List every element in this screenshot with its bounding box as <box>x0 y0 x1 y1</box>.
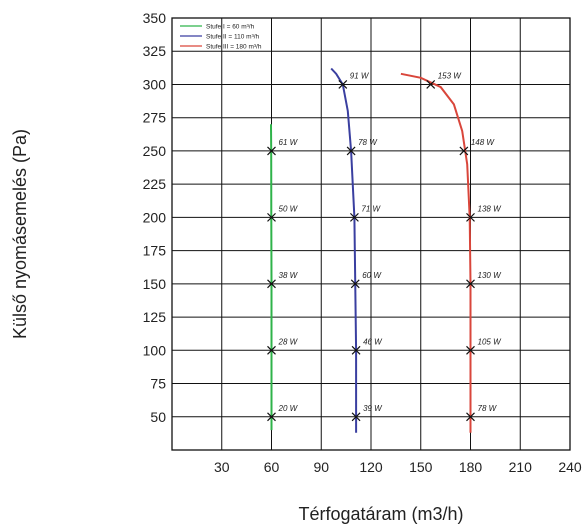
power-label: 71 W <box>361 204 381 213</box>
data-point-marker <box>466 212 475 222</box>
data-point-marker <box>351 345 361 355</box>
series-line-3 <box>400 72 472 433</box>
y-axis-title: Külső nyomásemelés (Pa) <box>10 129 30 339</box>
data-point-marker <box>267 412 276 422</box>
data-point-marker <box>267 146 276 156</box>
power-label: 91 W <box>350 71 370 80</box>
x-tick-label: 60 <box>264 459 280 475</box>
legend-entry: Stufe III = 180 m³/h <box>206 44 262 51</box>
series-line-1 <box>270 124 273 431</box>
y-tick-label: 200 <box>143 209 167 225</box>
data-point-marker <box>346 146 356 156</box>
x-tick-label: 150 <box>409 459 433 475</box>
x-axis-title: Térfogatáram (m3/h) <box>298 504 463 524</box>
grid <box>171 17 571 451</box>
legend: Stufe I = 60 m³/h Stufe II = 110 m³/h Stuf… <box>180 24 262 51</box>
legend-entry: Stufe II = 110 m³/h <box>206 34 260 41</box>
power-label: 61 W <box>279 138 299 147</box>
power-label: 28 W <box>278 337 299 346</box>
y-tick-label: 300 <box>143 76 167 92</box>
y-tick-label: 150 <box>143 276 167 292</box>
power-label: 39 W <box>363 404 383 413</box>
legend-entry: Stufe I = 60 m³/h <box>206 24 255 31</box>
power-label: 78 W <box>358 138 378 147</box>
y-tick-label: 225 <box>143 176 167 192</box>
power-label: 153 W <box>438 71 463 80</box>
y-tick-label: 350 <box>143 10 167 26</box>
data-point-marker <box>351 412 361 422</box>
power-label: 60 W <box>362 271 382 280</box>
data-point-marker <box>426 80 436 89</box>
y-tick-label: 50 <box>150 409 166 425</box>
x-tick-label: 120 <box>359 459 383 475</box>
data-point-marker <box>349 212 359 222</box>
x-tick-label: 90 <box>313 459 329 475</box>
power-label: 38 W <box>279 271 299 280</box>
y-tick-label: 275 <box>143 110 167 126</box>
power-label: 148 W <box>471 138 496 147</box>
data-markers: 20 W 28 W 38 W 50 W 61 W 39 W 46 W 60 W 71 W 78 W… <box>267 71 503 422</box>
series-line-2 <box>330 67 358 433</box>
data-point-marker <box>466 279 475 289</box>
data-point-marker <box>459 146 469 156</box>
x-tick-label: 240 <box>558 459 582 475</box>
power-label: 78 W <box>478 404 498 413</box>
power-label: 138 W <box>478 204 503 213</box>
y-tick-label: 325 <box>143 43 167 59</box>
x-tick-label: 30 <box>214 459 230 475</box>
y-tick-label: 100 <box>143 342 167 358</box>
y-tick-label: 250 <box>143 143 167 159</box>
tick-labels: 30 60 90 120 150 180 210 240 50 75 100 125 150 175 200… <box>143 10 582 475</box>
data-point-marker <box>466 345 475 355</box>
x-tick-label: 210 <box>509 459 533 475</box>
power-label: 105 W <box>478 337 503 346</box>
data-point-marker <box>267 345 276 355</box>
data-point-marker <box>267 212 276 222</box>
power-label: 50 W <box>279 204 299 213</box>
power-label: 46 W <box>363 337 383 346</box>
power-label: 20 W <box>278 404 299 413</box>
data-point-marker <box>350 279 360 289</box>
x-tick-label: 180 <box>459 459 483 475</box>
data-point-marker <box>267 279 276 289</box>
y-tick-label: 75 <box>150 376 166 392</box>
data-point-marker <box>466 412 475 422</box>
y-tick-label: 125 <box>143 309 167 325</box>
y-tick-label: 175 <box>143 243 167 259</box>
power-label: 130 W <box>478 271 503 280</box>
data-point-marker <box>338 80 348 89</box>
